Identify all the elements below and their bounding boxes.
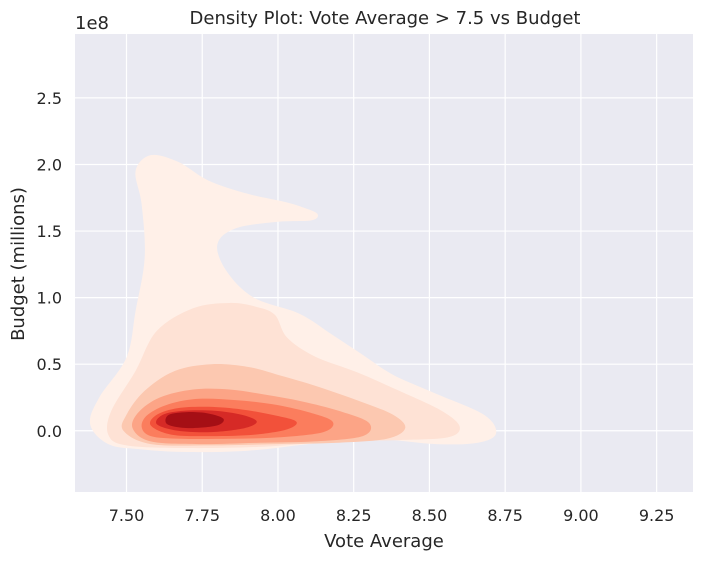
density-contours	[89, 154, 497, 453]
x-tick-label: 9.00	[563, 506, 599, 525]
x-tick-label: 7.50	[109, 506, 145, 525]
x-tick-label: 8.75	[487, 506, 523, 525]
density-level-8	[165, 412, 224, 429]
y-tick-label: 0.5	[37, 355, 62, 374]
x-tick-label: 8.00	[260, 506, 296, 525]
x-tick-label: 8.50	[412, 506, 448, 525]
x-axis-ticks: 7.50 7.75 8.00 8.25 8.50 8.75 9.00 9.25	[109, 506, 675, 525]
x-axis-label: Vote Average	[324, 531, 444, 552]
x-tick-label: 9.25	[639, 506, 675, 525]
offset-text: 1e8	[75, 13, 109, 34]
y-axis-ticks: 0.0 0.5 1.0 1.5 2.0 2.5	[37, 89, 62, 441]
y-tick-label: 1.5	[37, 222, 62, 241]
x-tick-label: 8.25	[336, 506, 372, 525]
y-axis-label: Budget (millions)	[8, 187, 29, 341]
y-tick-label: 2.0	[37, 155, 62, 174]
x-tick-label: 7.75	[184, 506, 220, 525]
y-tick-label: 1.0	[37, 289, 62, 308]
y-tick-label: 2.5	[37, 89, 62, 108]
chart-title: Density Plot: Vote Average > 7.5 vs Budg…	[190, 8, 581, 29]
y-tick-label: 0.0	[37, 422, 62, 441]
